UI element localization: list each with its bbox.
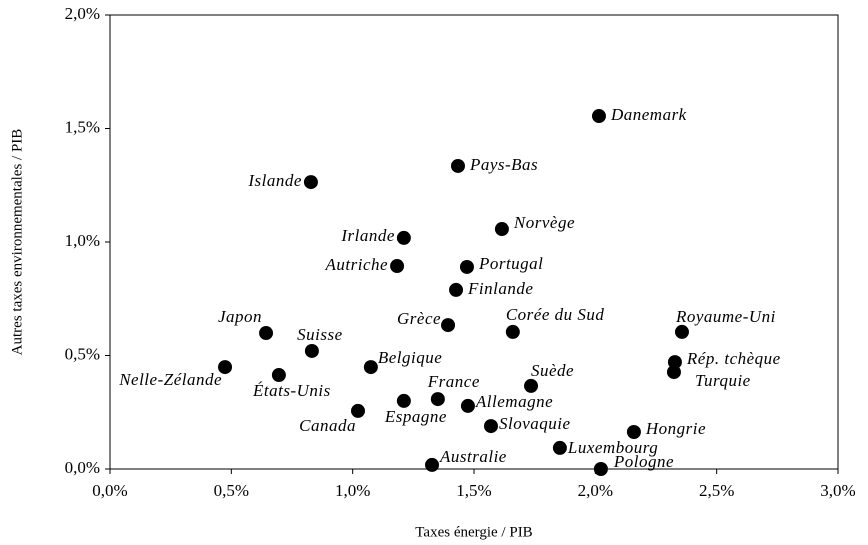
point-label: Portugal [478, 254, 543, 273]
point-label: États-Unis [252, 381, 331, 400]
point-label: Pologne [613, 452, 674, 471]
x-tick-label: 0,5% [214, 481, 249, 500]
point-label: Rép. tchèque [686, 349, 781, 368]
point [449, 282, 464, 297]
point [505, 324, 520, 339]
point [363, 360, 378, 375]
point-label: Espagne [384, 407, 447, 426]
point-label: Grèce [397, 309, 441, 328]
point-label: Nelle-Zélande [118, 370, 222, 389]
point [390, 259, 405, 274]
point-label: Suède [531, 361, 574, 380]
x-tick-label: 3,0% [820, 481, 855, 500]
y-tick-label: 1,5% [65, 117, 100, 136]
x-tick-label: 1,0% [335, 481, 370, 500]
point-label: Pays-Bas [469, 155, 538, 174]
point [218, 360, 233, 375]
point [450, 158, 465, 173]
point-label: Luxembourg [567, 438, 658, 457]
x-tick-label: 2,5% [699, 481, 734, 500]
point [351, 403, 366, 418]
y-tick-label: 1,0% [65, 231, 100, 250]
point [626, 424, 641, 439]
point [524, 378, 539, 393]
point [441, 318, 456, 333]
point-label: Australie [439, 447, 507, 466]
point [459, 259, 474, 274]
point [304, 343, 319, 358]
point-label: Irlande [340, 226, 395, 245]
point [271, 368, 286, 383]
point-label: Islande [247, 171, 302, 190]
point [396, 393, 411, 408]
point-label: Canada [299, 416, 356, 435]
y-tick-label: 0,0% [65, 458, 100, 477]
point [591, 109, 606, 124]
point [593, 462, 608, 476]
point [552, 440, 567, 455]
point [430, 392, 445, 407]
x-tick-label: 2,0% [578, 481, 613, 500]
point [483, 419, 498, 434]
point [666, 365, 681, 380]
point-label: Finlande [467, 279, 533, 298]
y-axis-title: Autres taxes environnementales / PIB [9, 129, 25, 356]
point-label: Corée du Sud [506, 305, 605, 324]
y-tick-label: 0,5% [65, 344, 100, 363]
point-label: Suisse [297, 325, 343, 344]
point [259, 326, 274, 341]
point-label: Belgique [378, 348, 442, 367]
x-tick-label: 0,0% [92, 481, 127, 500]
plot-frame [109, 14, 839, 470]
point-label: Allemagne [475, 392, 553, 411]
point-label: Autriche [325, 255, 389, 274]
x-tick-label: 1,5% [456, 481, 491, 500]
point [303, 175, 318, 190]
y-tick-label: 2,0% [65, 4, 100, 23]
point-label: Hongrie [645, 419, 706, 438]
point [425, 457, 440, 472]
point-label: Danemark [610, 105, 687, 124]
point [396, 230, 411, 245]
point-label: Turquie [695, 371, 751, 390]
point-label: Slovaquie [499, 414, 571, 433]
x-axis-title: Taxes énergie / PIB [415, 524, 532, 540]
point-label: Japon [218, 307, 262, 326]
point [460, 398, 475, 413]
point [494, 222, 509, 237]
point [674, 324, 689, 339]
point-label: Norvège [513, 213, 575, 232]
point-label: Royaume-Uni [675, 307, 776, 326]
point-label: France [427, 372, 480, 391]
